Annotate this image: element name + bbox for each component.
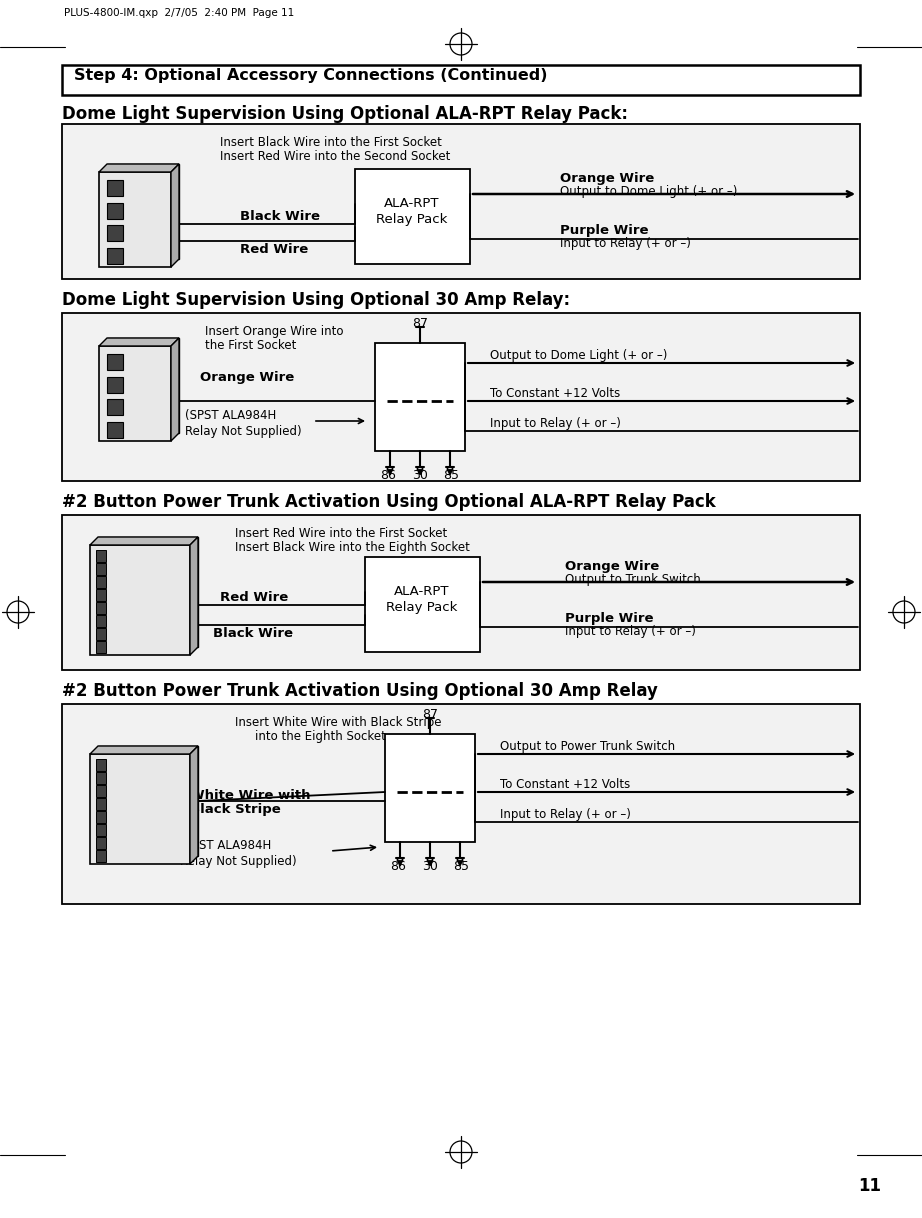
Bar	[107, 164, 179, 259]
Bar	[107, 400, 123, 415]
Text: Black Stripe: Black Stripe	[190, 803, 281, 816]
Text: Insert White Wire with Black Stripe: Insert White Wire with Black Stripe	[235, 716, 442, 730]
Bar	[107, 354, 123, 370]
Text: 85: 85	[443, 469, 459, 482]
Text: 11: 11	[858, 1177, 881, 1195]
Bar	[96, 798, 106, 810]
Bar	[355, 169, 470, 264]
Bar	[96, 576, 106, 588]
Bar	[96, 759, 106, 771]
Polygon shape	[99, 164, 179, 172]
Text: Input to Relay (+ or –): Input to Relay (+ or –)	[565, 625, 696, 638]
Bar	[107, 202, 123, 218]
Text: Purple Wire: Purple Wire	[560, 224, 648, 238]
Bar	[107, 247, 123, 264]
Bar	[385, 734, 475, 842]
Polygon shape	[171, 339, 179, 441]
Bar	[375, 343, 465, 451]
Text: PLUS-4800-IM.qxp  2/7/05  2:40 PM  Page 11: PLUS-4800-IM.qxp 2/7/05 2:40 PM Page 11	[64, 9, 294, 18]
Text: 30: 30	[422, 860, 438, 873]
Bar	[96, 850, 106, 862]
Text: To Constant +12 Volts: To Constant +12 Volts	[500, 778, 631, 790]
Bar	[107, 180, 123, 196]
Bar	[62, 124, 860, 279]
Text: Insert Orange Wire into: Insert Orange Wire into	[205, 325, 344, 339]
Text: Black Wire: Black Wire	[240, 209, 320, 223]
Bar	[62, 65, 860, 95]
Text: Output to Dome Light (+ or –): Output to Dome Light (+ or –)	[560, 185, 738, 199]
Text: Insert Black Wire into the First Socket: Insert Black Wire into the First Socket	[220, 136, 442, 149]
Bar	[96, 772, 106, 784]
Bar	[96, 563, 106, 575]
Bar	[62, 313, 860, 481]
Bar	[96, 811, 106, 823]
Text: Insert Red Wire into the Second Socket: Insert Red Wire into the Second Socket	[220, 150, 450, 163]
Bar	[62, 515, 860, 670]
Text: 87: 87	[412, 317, 428, 330]
Text: Red Wire: Red Wire	[220, 591, 289, 604]
Text: Input to Relay (+ or –): Input to Relay (+ or –)	[560, 238, 691, 250]
Bar	[62, 704, 860, 904]
Polygon shape	[171, 164, 179, 267]
Bar	[96, 615, 106, 627]
Bar	[90, 754, 190, 864]
Text: Orange Wire: Orange Wire	[565, 560, 659, 572]
Text: #2 Button Power Trunk Activation Using Optional ALA-RPT Relay Pack: #2 Button Power Trunk Activation Using O…	[62, 493, 715, 512]
Text: Output to Dome Light (+ or –): Output to Dome Light (+ or –)	[490, 350, 668, 362]
Text: 86: 86	[390, 860, 406, 873]
Text: 86: 86	[380, 469, 396, 482]
Text: White Wire with: White Wire with	[190, 789, 311, 801]
Text: Black Wire: Black Wire	[213, 627, 293, 639]
Bar	[96, 838, 106, 849]
Bar	[98, 537, 198, 647]
Text: Step 4: Optional Accessory Connections (Continued): Step 4: Optional Accessory Connections (…	[74, 68, 548, 83]
Bar	[107, 225, 123, 241]
Text: Purple Wire: Purple Wire	[565, 611, 654, 625]
Bar	[96, 590, 106, 602]
Text: Output to Trunk Switch: Output to Trunk Switch	[565, 572, 701, 586]
Polygon shape	[190, 745, 198, 864]
Text: Input to Relay (+ or –): Input to Relay (+ or –)	[490, 417, 621, 430]
Text: 30: 30	[412, 469, 428, 482]
Polygon shape	[90, 745, 198, 754]
Bar	[107, 339, 179, 434]
Polygon shape	[99, 339, 179, 346]
Text: Output to Power Trunk Switch: Output to Power Trunk Switch	[500, 741, 675, 753]
Polygon shape	[190, 537, 198, 655]
Text: Input to Relay (+ or –): Input to Relay (+ or –)	[500, 808, 631, 821]
Text: Insert Black Wire into the Eighth Socket: Insert Black Wire into the Eighth Socket	[235, 541, 470, 554]
Bar	[90, 544, 190, 655]
Text: the First Socket: the First Socket	[205, 339, 296, 352]
Bar	[96, 642, 106, 654]
Text: (SPST ALA984H
Relay Not Supplied): (SPST ALA984H Relay Not Supplied)	[185, 409, 301, 438]
Text: into the Eighth Socket: into the Eighth Socket	[255, 730, 386, 743]
Bar	[99, 346, 171, 441]
Bar	[96, 551, 106, 561]
Polygon shape	[90, 537, 198, 544]
Bar	[365, 557, 480, 652]
Bar	[96, 628, 106, 641]
Text: Insert Red Wire into the First Socket: Insert Red Wire into the First Socket	[235, 527, 447, 540]
Text: 87: 87	[422, 708, 438, 721]
Bar	[96, 602, 106, 614]
Text: ALA-RPT
Relay Pack: ALA-RPT Relay Pack	[386, 585, 457, 614]
Bar	[96, 825, 106, 837]
Bar	[99, 172, 171, 267]
Text: #2 Button Power Trunk Activation Using Optional 30 Amp Relay: #2 Button Power Trunk Activation Using O…	[62, 682, 658, 700]
Bar	[98, 745, 198, 856]
Bar	[96, 786, 106, 797]
Text: To Constant +12 Volts: To Constant +12 Volts	[490, 387, 621, 400]
Text: Orange Wire: Orange Wire	[560, 172, 655, 185]
Text: Orange Wire: Orange Wire	[200, 371, 294, 384]
Text: Red Wire: Red Wire	[240, 244, 308, 256]
Bar	[107, 421, 123, 437]
Text: ALA-RPT
Relay Pack: ALA-RPT Relay Pack	[376, 197, 448, 227]
Text: Dome Light Supervision Using Optional 30 Amp Relay:: Dome Light Supervision Using Optional 30…	[62, 291, 570, 309]
Bar	[107, 376, 123, 392]
Text: 85: 85	[453, 860, 469, 873]
Text: (SPST ALA984H
Relay Not Supplied): (SPST ALA984H Relay Not Supplied)	[180, 839, 297, 868]
Text: Dome Light Supervision Using Optional ALA-RPT Relay Pack:: Dome Light Supervision Using Optional AL…	[62, 105, 628, 123]
